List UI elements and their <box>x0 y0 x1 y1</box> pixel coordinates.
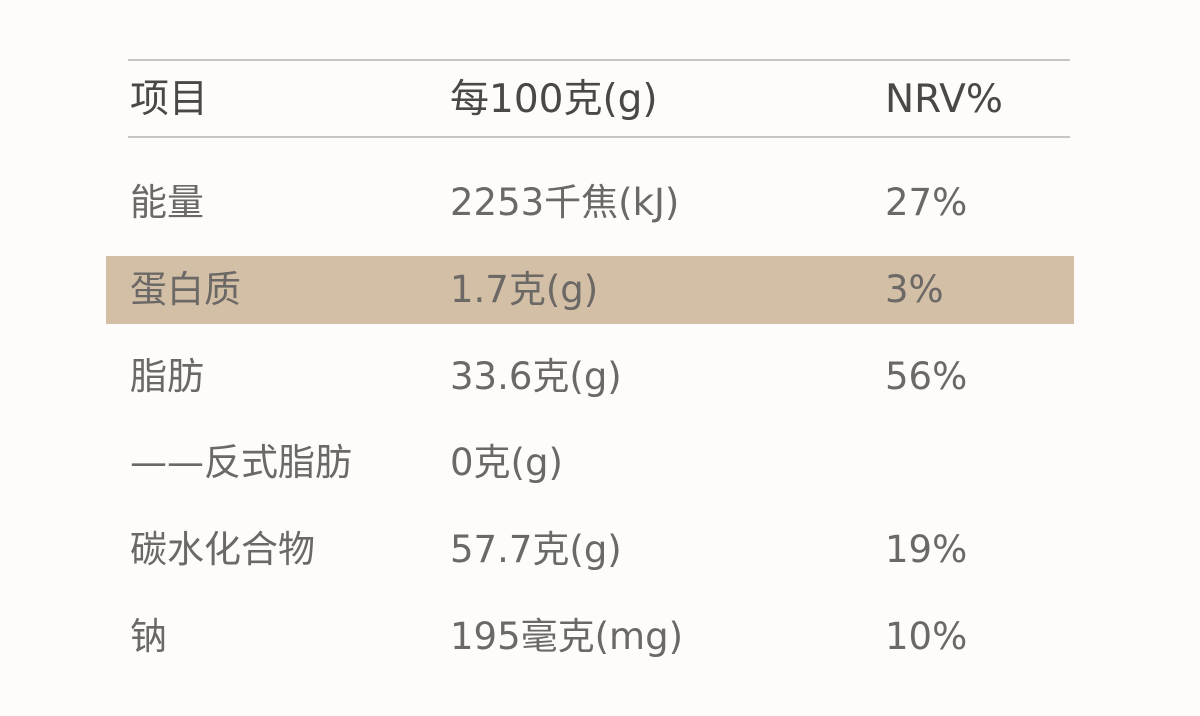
table-row: 脂肪 33.6克(g) 56% <box>106 343 1074 411</box>
header-cell: NRV% <box>885 77 1003 122</box>
table-cell: 56% <box>885 354 968 398</box>
table-cell: 蛋白质 <box>130 267 241 311</box>
table-row: 能量 2253千焦(kJ) 27% <box>106 169 1074 237</box>
table-row: 钠 195毫克(mg) 10% <box>106 603 1074 671</box>
table-cell: 2253千焦(kJ) <box>450 181 680 224</box>
table-cell: 10% <box>885 615 968 658</box>
table-row: ——反式脂肪 0克(g) <box>106 429 1074 497</box>
table-row: 蛋白质 1.7克(g) 3% <box>106 255 1074 324</box>
table-cell: 57.7克(g) <box>450 528 622 572</box>
table-cell: 19% <box>885 528 968 572</box>
table-row: 碳水化合物 57.7克(g) 19% <box>106 516 1074 584</box>
table-cell: 钠 <box>130 615 167 658</box>
table-cell: 27% <box>885 181 968 224</box>
table-cell: 1.7克(g) <box>450 267 599 311</box>
table-cell: 33.6克(g) <box>450 354 622 398</box>
table-cell: 0克(g) <box>450 441 563 485</box>
table-cell: 脂肪 <box>130 354 204 398</box>
table-cell: 195毫克(mg) <box>450 615 684 658</box>
header-rule <box>128 136 1070 138</box>
table-cell: 3% <box>885 267 944 311</box>
table-cell: 能量 <box>130 181 204 224</box>
header-cell: 项目 <box>130 77 209 122</box>
table-cell: ——反式脂肪 <box>130 441 352 485</box>
top-rule <box>128 59 1070 61</box>
table-cell: 碳水化合物 <box>130 528 315 572</box>
header-row: 项目 每100克(g) NRV% <box>106 66 1074 134</box>
header-cell: 每100克(g) <box>450 77 658 122</box>
